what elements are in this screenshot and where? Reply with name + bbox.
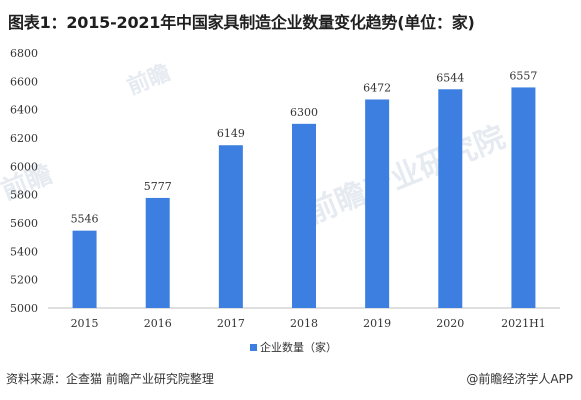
y-tick-label: 5600 xyxy=(10,217,38,230)
legend-label: 企业数量（家） xyxy=(260,340,337,354)
bar xyxy=(145,197,170,308)
x-tick-label: 2017 xyxy=(217,317,245,330)
y-tick-label: 5800 xyxy=(10,189,38,202)
source-note: 资料来源：企查猫 前瞻产业研究院整理 xyxy=(6,372,214,386)
y-tick-label: 5200 xyxy=(10,274,38,287)
bar xyxy=(292,123,316,308)
bar xyxy=(365,99,390,308)
y-tick-label: 6800 xyxy=(10,47,38,60)
data-label: 5777 xyxy=(144,180,172,193)
y-tick-label: 6400 xyxy=(10,104,38,117)
bar xyxy=(218,145,243,308)
bar xyxy=(72,230,97,308)
y-tick-label: 6200 xyxy=(10,132,38,145)
data-label: 6149 xyxy=(217,127,245,140)
y-tick-label: 6000 xyxy=(10,160,38,173)
legend-swatch xyxy=(250,344,257,351)
data-label: 6557 xyxy=(509,69,537,82)
data-label: 6300 xyxy=(290,106,318,119)
x-tick-label: 2015 xyxy=(71,317,99,330)
x-tick-label: 2018 xyxy=(290,317,318,330)
bar xyxy=(438,89,463,309)
x-tick-label: 2016 xyxy=(144,317,172,330)
credit-note: @前瞻经济学人APP xyxy=(466,372,573,386)
y-tick-label: 5000 xyxy=(10,302,38,315)
x-tick-label: 2019 xyxy=(363,317,391,330)
y-tick-label: 5400 xyxy=(10,245,38,258)
x-tick-label: 2020 xyxy=(436,317,464,330)
data-label: 6544 xyxy=(436,71,464,84)
y-tick-label: 6600 xyxy=(10,75,38,88)
x-tick-label: 2021H1 xyxy=(501,317,546,330)
data-label: 5546 xyxy=(71,213,99,226)
bar xyxy=(511,87,536,308)
data-label: 6472 xyxy=(363,81,391,94)
chart-title: 图表1：2015-2021年中国家具制造企业数量变化趋势(单位：家) xyxy=(8,13,475,32)
